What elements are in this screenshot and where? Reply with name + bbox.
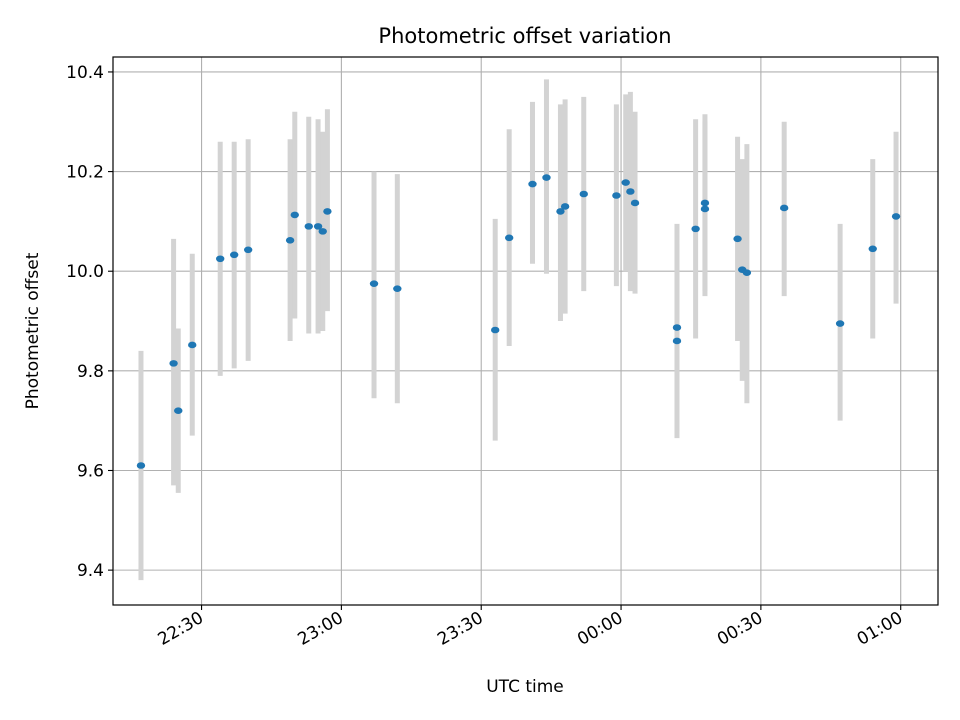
x-tick-label: 00:00 xyxy=(574,608,626,650)
data-point xyxy=(229,251,239,259)
data-point xyxy=(700,199,710,207)
data-point xyxy=(290,211,299,219)
x-tick-label: 23:00 xyxy=(294,608,346,650)
y-tick-label: 9.6 xyxy=(77,461,104,481)
data-point xyxy=(579,190,588,198)
data-point xyxy=(318,228,327,235)
x-tick-label: 22:30 xyxy=(155,608,207,650)
data-point xyxy=(733,235,742,243)
data-point xyxy=(136,462,146,469)
data-point xyxy=(169,360,178,367)
data-point xyxy=(691,225,700,233)
data-point xyxy=(216,255,225,263)
data-point xyxy=(891,213,901,220)
x-tick-label: 01:00 xyxy=(854,608,906,650)
data-point xyxy=(174,407,183,415)
data-point xyxy=(188,341,197,349)
chart-title: Photometric offset variation xyxy=(378,24,671,48)
y-tick-label: 9.4 xyxy=(77,561,104,581)
data-point xyxy=(528,180,537,188)
data-point xyxy=(304,223,313,230)
data-point xyxy=(742,269,752,277)
y-axis-ticks: 9.4 9.6 9.8 10.0 10.2 10.4 xyxy=(66,63,113,581)
data-point xyxy=(556,208,565,215)
grid xyxy=(113,57,938,605)
data-point xyxy=(835,320,845,327)
x-axis-label: UTC time xyxy=(486,677,564,697)
y-tick-label: 10.4 xyxy=(66,63,104,83)
data-point xyxy=(700,205,710,213)
y-tick-label: 9.8 xyxy=(77,362,104,382)
data-points xyxy=(136,174,901,469)
data-point xyxy=(612,192,621,199)
x-axis-ticks: 22:30 23:00 23:30 00:00 00:30 01:00 xyxy=(155,605,906,650)
data-point xyxy=(504,234,514,242)
y-tick-label: 10.2 xyxy=(66,163,104,183)
data-point xyxy=(491,326,500,334)
data-point xyxy=(630,199,640,207)
x-tick-label: 00:30 xyxy=(714,608,766,650)
error-bars xyxy=(138,79,899,581)
data-point xyxy=(626,188,635,195)
data-point xyxy=(369,280,379,287)
data-point xyxy=(542,174,551,181)
data-point xyxy=(243,246,253,254)
y-tick-label: 10.0 xyxy=(66,262,104,282)
data-point xyxy=(779,204,789,212)
data-point xyxy=(393,285,402,292)
data-point xyxy=(621,179,630,186)
y-axis-label: Photometric offset xyxy=(23,252,43,409)
data-point xyxy=(323,208,332,215)
plot-frame xyxy=(112,56,939,606)
data-point xyxy=(285,237,295,244)
data-point xyxy=(560,203,570,210)
data-point xyxy=(672,324,682,331)
x-tick-label: 23:30 xyxy=(434,608,486,650)
data-point xyxy=(868,245,877,253)
data-point xyxy=(313,223,323,230)
data-point xyxy=(672,337,682,345)
